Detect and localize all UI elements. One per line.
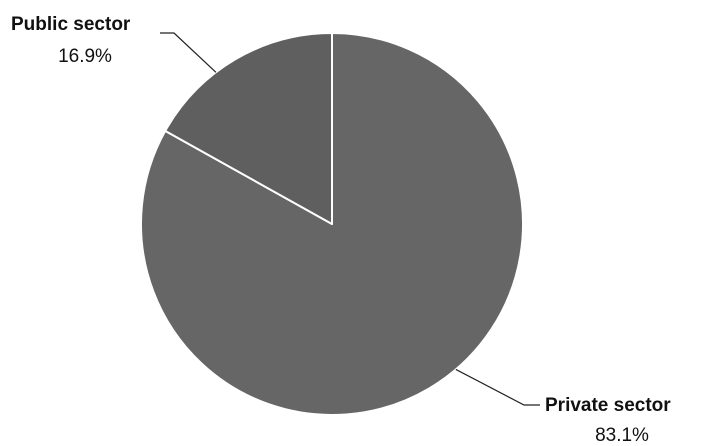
public-sector-leader-line xyxy=(160,32,217,73)
private-sector-label: Private sector xyxy=(545,395,671,416)
private-sector-leader-line xyxy=(455,368,540,406)
public-sector-label: Public sector xyxy=(11,14,131,35)
public-sector-value-label: 16.9% xyxy=(58,46,112,67)
pie-labels: Public sector 16.9% Private sector 83.1% xyxy=(11,14,671,446)
slice-public-sector xyxy=(164,32,333,225)
private-sector-value-label: 83.1% xyxy=(595,425,649,446)
pie-slices xyxy=(140,32,524,416)
